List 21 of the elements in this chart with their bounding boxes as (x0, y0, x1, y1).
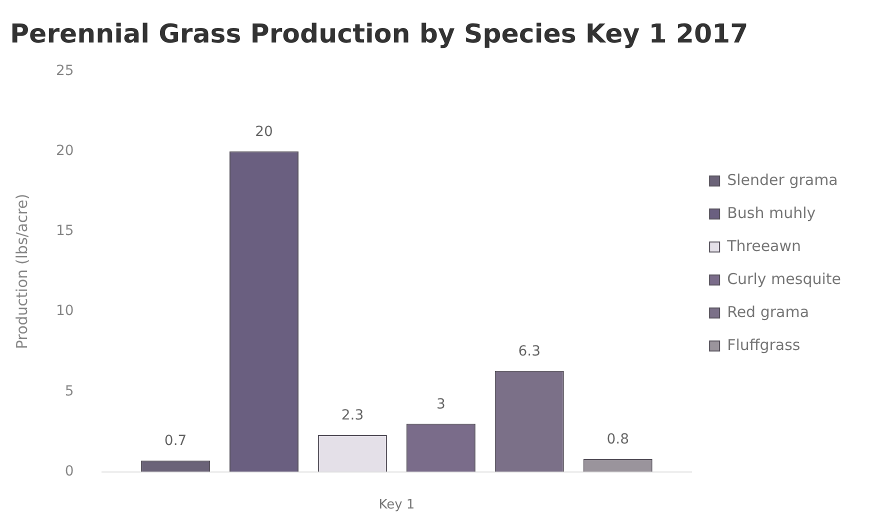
data-label: 6.3 (518, 343, 541, 360)
y-tick-label: 5 (64, 383, 74, 400)
data-label: 20 (255, 124, 273, 140)
y-tick-label: 15 (56, 223, 74, 240)
legend-label: Curly mesquite (727, 270, 841, 288)
data-label: 3 (436, 396, 446, 412)
data-label: 0.7 (164, 433, 187, 450)
y-axis-title: Production (lbs/acre) (12, 194, 31, 350)
data-label: 2.3 (341, 408, 364, 424)
y-tick-label: 0 (64, 463, 74, 480)
y-tick-label: 20 (56, 142, 74, 159)
legend-label: Bush muhly (727, 204, 816, 222)
legend-label: Threeawn (726, 236, 802, 255)
data-label: 0.8 (606, 432, 629, 448)
y-tick-label: 10 (56, 303, 74, 320)
legend-label: Slender grama (727, 170, 838, 189)
legend-label: Fluffgrass (727, 336, 800, 354)
legend-label: Red grama (727, 302, 810, 321)
chart-title: Perennial Grass Production by Species Key 1 2017 (10, 19, 748, 50)
x-axis-title: Key 1 (378, 498, 415, 513)
y-tick-label: 25 (56, 62, 74, 79)
